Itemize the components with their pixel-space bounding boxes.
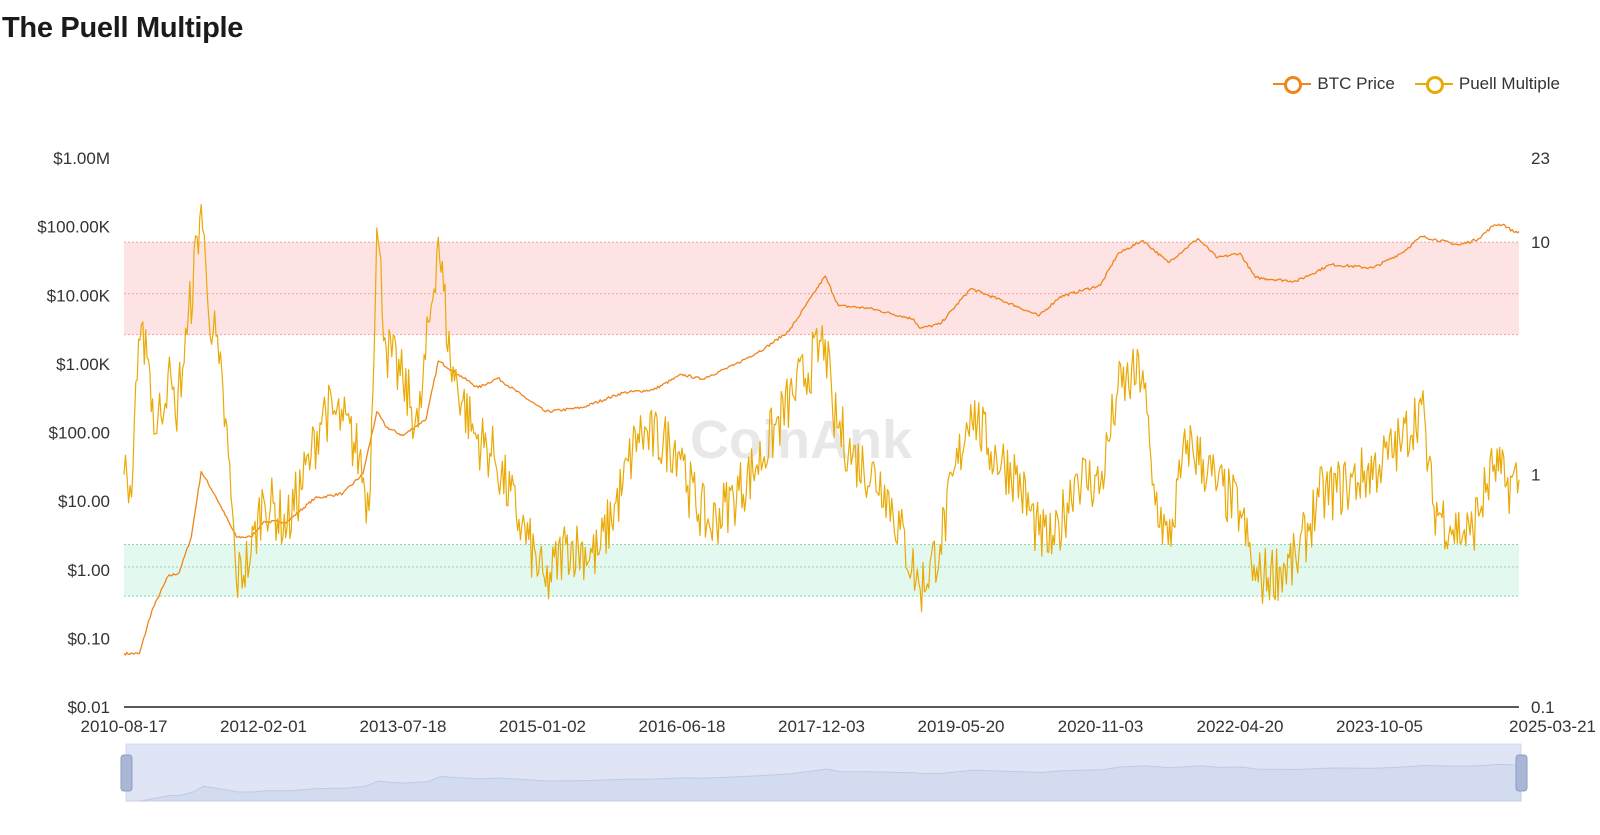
legend-label-btc-price: BTC Price <box>1317 74 1395 93</box>
chart-legend: BTC Price Puell Multiple <box>1273 74 1560 94</box>
y-right-tick-label: 23 <box>1531 149 1550 168</box>
zoom-handle-left[interactable] <box>120 754 133 792</box>
x-tick-label: 2025-03-21 <box>1509 717 1596 736</box>
x-tick-label: 2023-10-05 <box>1336 717 1423 736</box>
zoom-selection <box>126 744 1521 801</box>
zoom-preview-area <box>126 763 1522 802</box>
y-left-tick-label: $1.00K <box>56 355 111 374</box>
bands-layer <box>124 241 1519 597</box>
y-left-tick-label: $1.00M <box>53 149 110 168</box>
line-marker-icon <box>1414 75 1453 94</box>
series-line-puell-multiple <box>123 204 1520 613</box>
x-tick-label: 2020-11-03 <box>1058 717 1144 736</box>
x-tick-label: 2013-07-18 <box>360 717 447 736</box>
y-left-tick-label: $0.01 <box>67 698 110 717</box>
x-tick-label: 2010-08-17 <box>81 717 168 736</box>
x-tick-label: 2019-05-20 <box>918 717 1005 736</box>
zoom-handle-right[interactable] <box>1515 754 1528 792</box>
legend-item-btc-price[interactable]: BTC Price <box>1273 74 1395 94</box>
axes-layer: 2010-08-17 2012-02-01 2013-07-18 2015-01-02… <box>37 149 1596 736</box>
y-left-tick-label: $0.10 <box>67 629 110 648</box>
series-line-btc-price <box>123 223 1520 656</box>
zoom-slider[interactable] <box>120 743 1528 802</box>
y-right-tick-label: 10 <box>1531 233 1550 252</box>
legend-item-puell-multiple[interactable]: Puell Multiple <box>1414 74 1560 94</box>
y-left-tick-label: $100.00K <box>37 218 110 237</box>
x-tick-label: 2016-06-18 <box>639 717 726 736</box>
page-title: The Puell Multiple <box>2 12 244 44</box>
x-tick-label: 2022-04-20 <box>1197 717 1284 736</box>
x-tick-label: 2017-12-03 <box>778 717 865 736</box>
x-tick-label: 2012-02-01 <box>220 717 307 736</box>
watermark-text: CoinAnk <box>690 410 913 470</box>
y-left-tick-label: $100.00 <box>49 424 110 443</box>
y-left-tick-label: $1.00 <box>67 561 110 580</box>
x-tick-label: 2015-01-02 <box>499 717 586 736</box>
y-right-tick-label: 1 <box>1531 466 1540 485</box>
y-left-tick-label: $10.00 <box>58 492 110 511</box>
y-right-tick-label: 0.1 <box>1531 698 1555 717</box>
legend-label-puell-multiple: Puell Multiple <box>1458 74 1560 93</box>
band-overvalued <box>124 242 1519 335</box>
series-layer <box>123 204 1520 656</box>
band-undervalued <box>124 544 1519 597</box>
line-marker-icon <box>1273 75 1312 94</box>
y-left-tick-label: $10.00K <box>47 286 111 305</box>
